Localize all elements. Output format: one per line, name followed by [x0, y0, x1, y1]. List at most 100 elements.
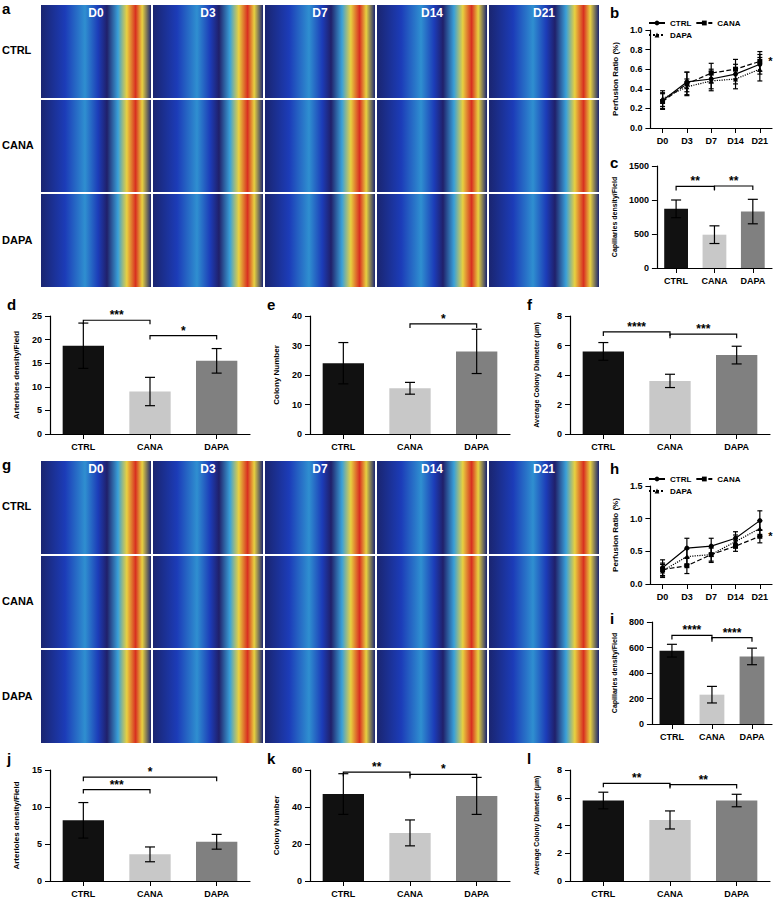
svg-text:800: 800 [629, 617, 644, 627]
svg-text:5: 5 [37, 405, 42, 415]
svg-text:8: 8 [557, 311, 562, 321]
svg-text:e: e [267, 296, 275, 313]
svg-text:2: 2 [557, 848, 562, 858]
svg-text:Arterioles density/Field: Arterioles density/Field [12, 781, 21, 869]
svg-text:h: h [610, 460, 619, 477]
svg-text:40: 40 [292, 802, 302, 812]
svg-text:k: k [267, 750, 276, 767]
svg-text:DAPA: DAPA [464, 442, 489, 452]
svg-text:DAPA: DAPA [464, 889, 489, 899]
svg-text:Colony Number: Colony Number [272, 796, 281, 856]
svg-text:Average Colony Diameter (μm): Average Colony Diameter (μm) [533, 776, 541, 876]
svg-text:0: 0 [37, 876, 42, 886]
svg-text:Perfusion Ratio (%): Perfusion Ratio (%) [611, 42, 620, 116]
svg-text:Capillaries density/Field: Capillaries density/Field [611, 633, 619, 713]
svg-text:1500: 1500 [629, 161, 649, 171]
svg-text:1.0: 1.0 [630, 25, 643, 35]
svg-text:0: 0 [639, 719, 644, 729]
svg-text:D21: D21 [752, 592, 769, 602]
svg-text:CTRL: CTRL [331, 442, 355, 452]
svg-text:0: 0 [297, 429, 302, 439]
svg-text:*: * [768, 55, 773, 67]
svg-text:500: 500 [634, 229, 649, 239]
svg-text:**: ** [632, 771, 642, 785]
svg-text:0.5: 0.5 [630, 546, 643, 556]
svg-text:CANA: CANA [699, 732, 725, 742]
svg-text:Arterioles density/Field: Arterioles density/Field [12, 331, 21, 420]
svg-text:CTRL: CTRL [591, 442, 615, 452]
svg-text:CTRL: CTRL [331, 889, 355, 899]
svg-text:5: 5 [37, 839, 42, 849]
svg-text:20: 20 [292, 839, 302, 849]
svg-text:D21: D21 [752, 136, 769, 146]
svg-text:CANA: CANA [717, 19, 740, 28]
svg-text:*: * [148, 765, 153, 779]
svg-text:DAPA: DAPA [740, 276, 765, 286]
svg-text:j: j [6, 750, 11, 767]
svg-text:**: ** [729, 174, 739, 188]
svg-text:**: ** [372, 760, 382, 774]
svg-text:0.4: 0.4 [630, 84, 643, 94]
svg-text:D14: D14 [727, 136, 744, 146]
svg-text:d: d [7, 296, 16, 313]
svg-text:CTRL: CTRL [670, 19, 691, 28]
svg-text:Perfusion Ratio (%): Perfusion Ratio (%) [611, 498, 620, 572]
svg-text:40: 40 [292, 311, 302, 321]
svg-text:2: 2 [557, 400, 562, 410]
svg-text:D14: D14 [727, 592, 744, 602]
svg-text:1.0: 1.0 [630, 514, 643, 524]
svg-text:CANA: CANA [397, 442, 423, 452]
svg-text:25: 25 [32, 311, 42, 321]
svg-text:*: * [441, 312, 446, 326]
svg-text:**: ** [691, 174, 701, 188]
svg-text:CANA: CANA [657, 889, 683, 899]
svg-text:600: 600 [629, 643, 644, 653]
svg-text:CTRL: CTRL [591, 889, 615, 899]
svg-text:20: 20 [292, 370, 302, 380]
svg-text:CTRL: CTRL [71, 889, 95, 899]
svg-text:D3: D3 [681, 136, 693, 146]
svg-text:CANA: CANA [397, 889, 423, 899]
svg-text:6: 6 [557, 341, 562, 351]
svg-text:CTRL: CTRL [670, 475, 691, 484]
svg-text:Colony Number: Colony Number [272, 345, 281, 405]
svg-text:15: 15 [32, 765, 42, 775]
svg-text:DAPA: DAPA [204, 442, 229, 452]
svg-text:f: f [527, 296, 533, 313]
svg-text:CANA: CANA [717, 475, 740, 484]
svg-text:10: 10 [292, 400, 302, 410]
svg-text:CANA: CANA [137, 442, 163, 452]
svg-text:CTRL: CTRL [664, 276, 688, 286]
svg-text:DAPA: DAPA [670, 31, 692, 40]
svg-text:DAPA: DAPA [670, 487, 692, 496]
svg-text:DAPA: DAPA [204, 889, 229, 899]
svg-text:1.5: 1.5 [630, 481, 643, 491]
svg-text:CANA: CANA [701, 276, 727, 286]
svg-text:30: 30 [292, 341, 302, 351]
svg-text:*: * [768, 530, 773, 542]
svg-text:D7: D7 [705, 136, 717, 146]
svg-text:10: 10 [32, 382, 42, 392]
svg-text:**: ** [699, 773, 709, 787]
svg-text:****: **** [683, 623, 702, 637]
svg-text:*: * [441, 762, 446, 776]
svg-text:15: 15 [32, 358, 42, 368]
svg-text:****: **** [627, 320, 646, 334]
svg-text:6: 6 [557, 793, 562, 803]
svg-text:0.8: 0.8 [630, 45, 643, 55]
svg-text:4: 4 [557, 370, 562, 380]
svg-text:c: c [610, 154, 618, 171]
svg-text:0.6: 0.6 [630, 64, 643, 74]
svg-text:D7: D7 [705, 592, 717, 602]
svg-text:0: 0 [557, 429, 562, 439]
svg-text:DAPA: DAPA [740, 732, 765, 742]
svg-text:0.0: 0.0 [630, 123, 643, 133]
svg-text:***: *** [110, 778, 124, 792]
svg-text:0: 0 [557, 876, 562, 886]
svg-text:0: 0 [644, 263, 649, 273]
svg-text:****: **** [723, 626, 742, 640]
svg-text:l: l [527, 750, 531, 767]
svg-text:4: 4 [557, 821, 562, 831]
svg-text:0: 0 [297, 876, 302, 886]
svg-text:CANA: CANA [137, 889, 163, 899]
